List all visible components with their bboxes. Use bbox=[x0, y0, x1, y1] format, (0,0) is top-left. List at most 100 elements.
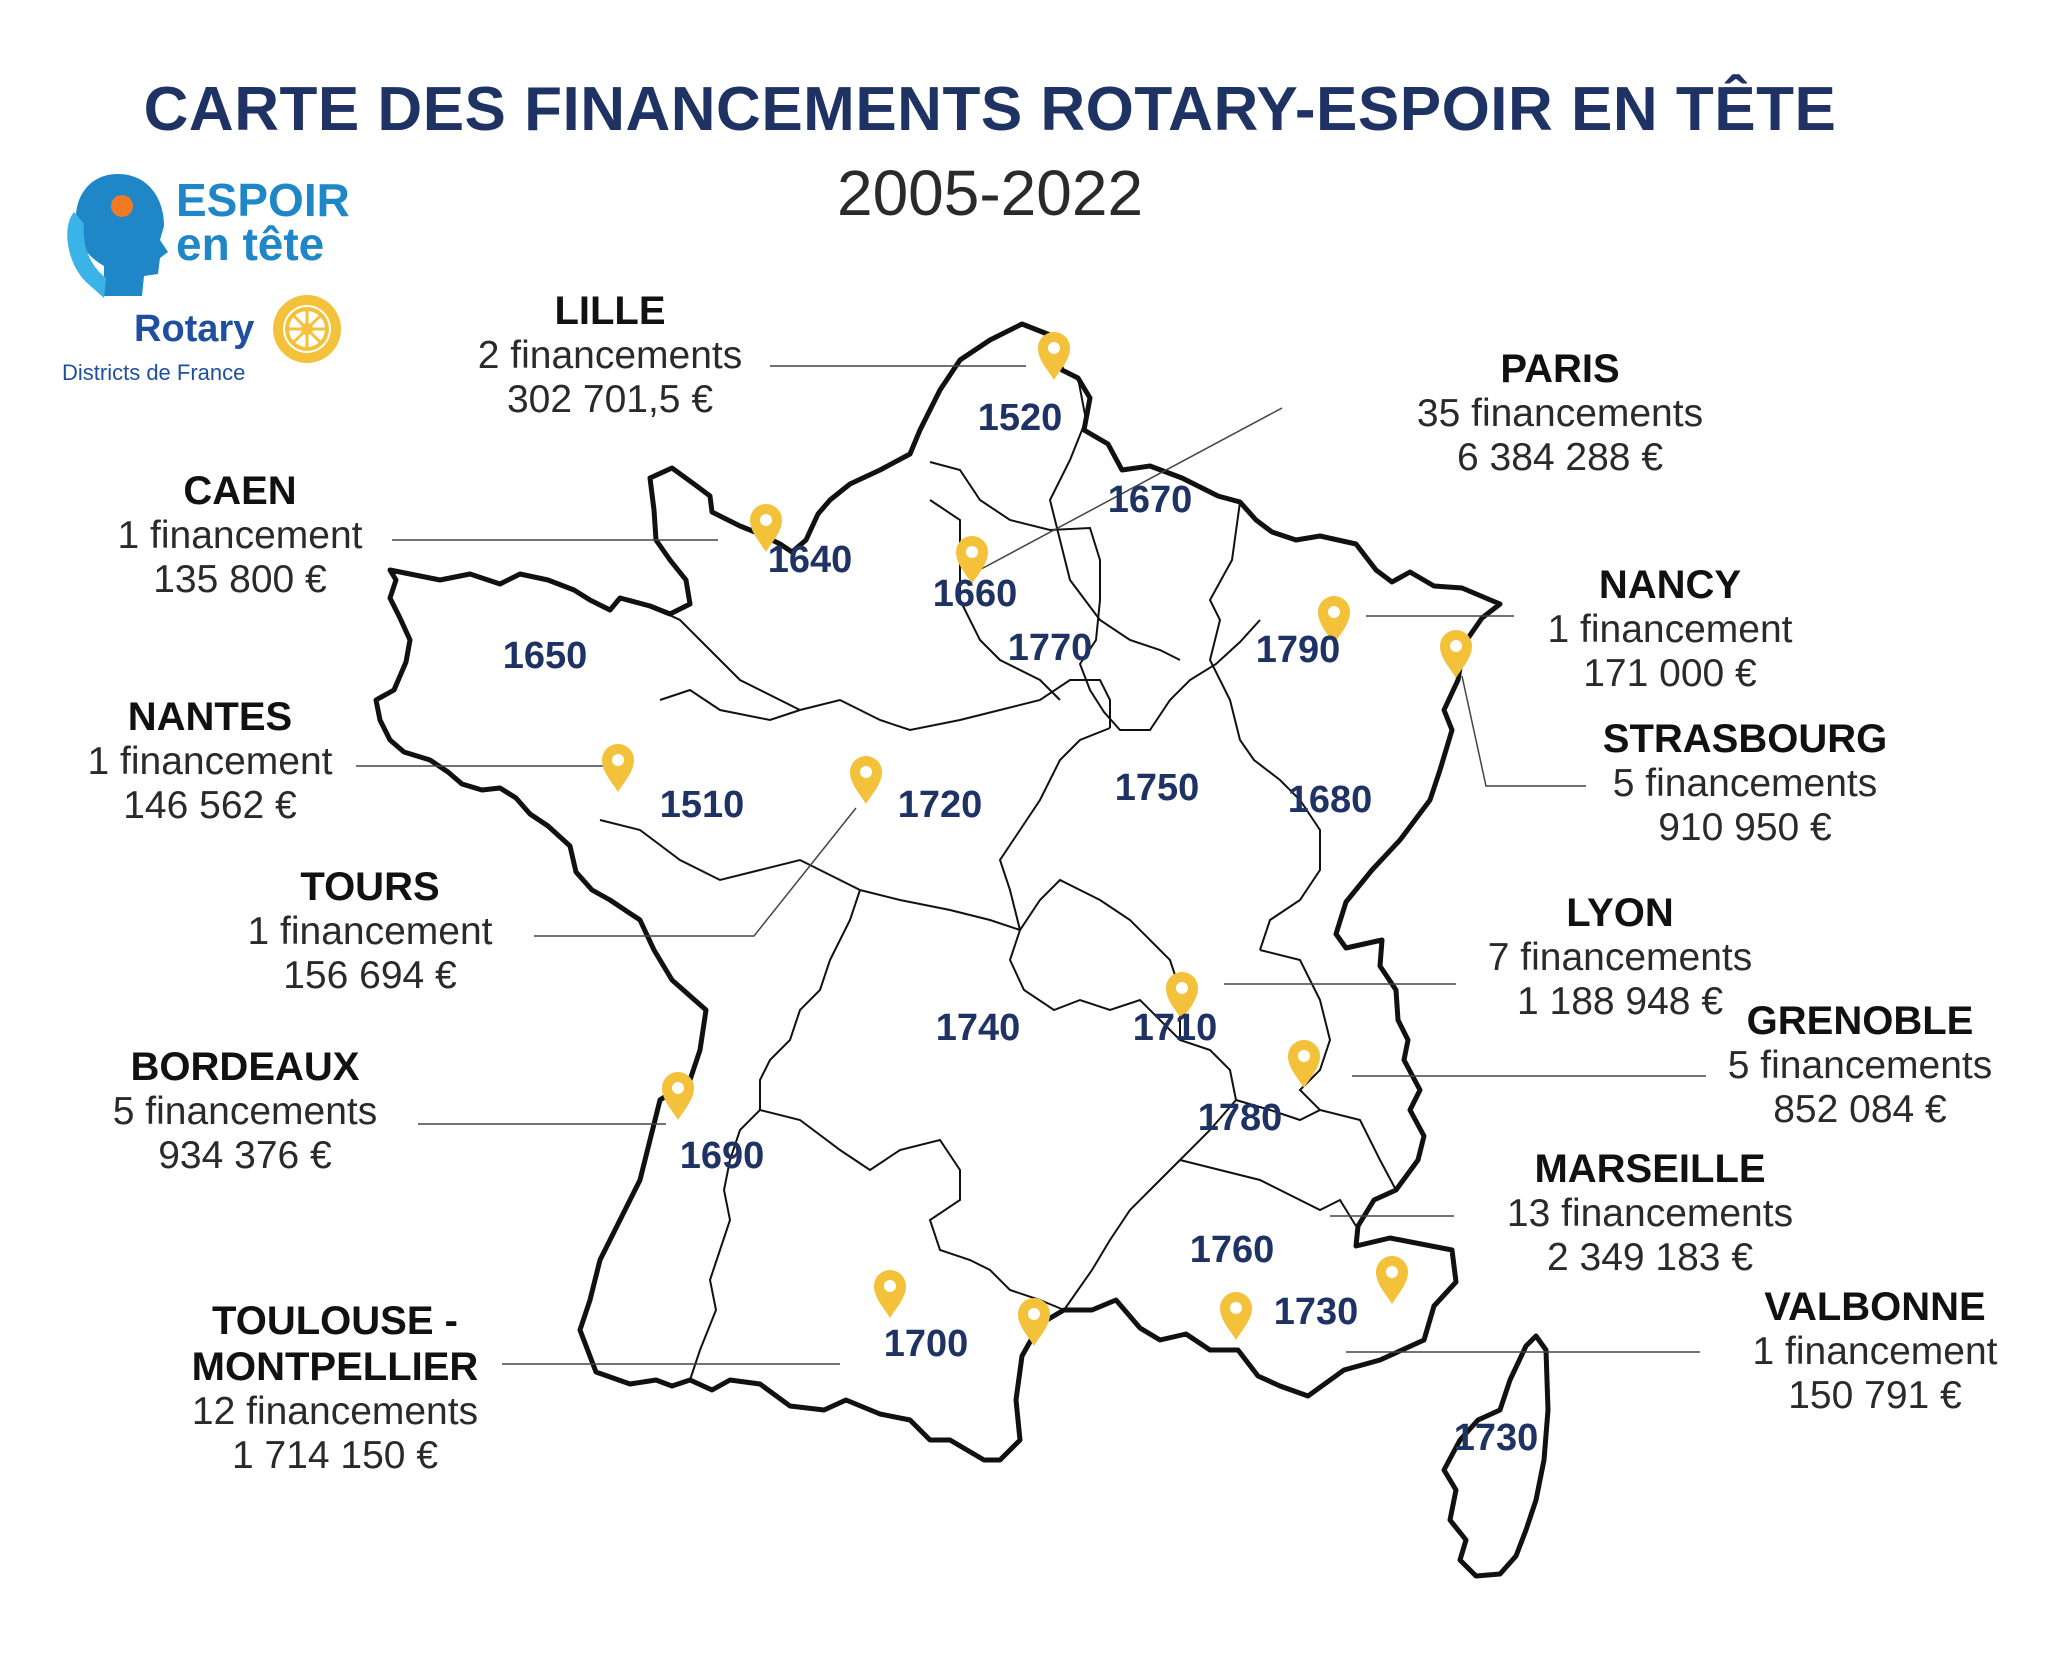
map-pin-icon[interactable] bbox=[602, 744, 634, 792]
map-pin-icon[interactable] bbox=[850, 756, 882, 804]
city-block-caen: CAEN 1 financement 135 800 € bbox=[80, 468, 400, 602]
city-financing-count: 5 financements bbox=[1612, 762, 1878, 805]
city-block-lyon: LYON 7 financements 1 188 948 € bbox=[1440, 890, 1800, 1024]
city-name: NANCY bbox=[1598, 563, 1742, 607]
city-financing-amount: 302 701,5 € bbox=[506, 378, 714, 421]
city-financing-count: 5 financements bbox=[112, 1090, 378, 1133]
district-label-1700: 1700 bbox=[884, 1323, 969, 1365]
city-financing-amount: 150 791 € bbox=[1788, 1374, 1962, 1417]
city-financing-count: 5 financements bbox=[1727, 1044, 1993, 1087]
district-label-1520: 1520 bbox=[978, 397, 1063, 439]
map-pin-icon[interactable] bbox=[1166, 972, 1198, 1020]
rotary-logo-text: Rotary bbox=[134, 308, 255, 350]
district-label-1660: 1660 bbox=[933, 573, 1018, 615]
city-financing-amount: 910 950 € bbox=[1658, 806, 1832, 849]
district-label-1770: 1770 bbox=[1008, 627, 1093, 669]
map-pin-icon[interactable] bbox=[662, 1072, 694, 1120]
district-borders bbox=[599, 377, 1397, 1381]
city-block-grenoble: GRENOBLE 5 financements 852 084 € bbox=[1700, 998, 2020, 1132]
city-financing-amount: 1 714 150 € bbox=[231, 1434, 439, 1477]
district-label-1730: 1730 bbox=[1454, 1417, 1539, 1459]
city-name: TOULOUSE - bbox=[212, 1299, 458, 1343]
city-financing-amount: 2 349 183 € bbox=[1546, 1236, 1754, 1279]
leader-lines bbox=[356, 365, 1706, 1365]
district-label-1720: 1720 bbox=[898, 784, 983, 826]
city-block-lille: LILLE 2 financements 302 701,5 € bbox=[430, 288, 790, 422]
city-financing-count: 1 financement bbox=[1752, 1330, 1998, 1373]
city-name: LILLE bbox=[554, 289, 666, 333]
district-label-1640: 1640 bbox=[768, 539, 853, 581]
city-financing-count: 2 financements bbox=[477, 334, 743, 377]
district-label-1670: 1670 bbox=[1108, 479, 1193, 521]
district-label-1780: 1780 bbox=[1198, 1097, 1283, 1139]
map-pin-icon[interactable] bbox=[1318, 596, 1350, 644]
district-label-1760: 1760 bbox=[1190, 1229, 1275, 1271]
city-block-nantes: NANTES 1 financement 146 562 € bbox=[50, 694, 370, 828]
city-name: MARSEILLE bbox=[1534, 1147, 1766, 1191]
city-block-nancy: NANCY 1 financement 171 000 € bbox=[1510, 562, 1830, 696]
location-pins bbox=[602, 332, 1472, 1346]
city-financing-count: 1 financement bbox=[1547, 608, 1793, 651]
city-name: STRASBOURG bbox=[1602, 717, 1888, 761]
city-financing-amount: 171 000 € bbox=[1583, 652, 1757, 695]
france-outline bbox=[373, 321, 1551, 1579]
map-pin-icon[interactable] bbox=[1038, 332, 1070, 380]
espoir-logo-text: ESPOIR en tête bbox=[176, 174, 350, 270]
district-label-1510: 1510 bbox=[660, 784, 745, 826]
head-hand-icon bbox=[67, 174, 168, 298]
espoir-rotary-logo: ESPOIR en tête Rotary Districts de Franc… bbox=[60, 160, 360, 390]
map-subtitle: 2005-2022 bbox=[836, 157, 1144, 229]
city-financing-amount: 135 800 € bbox=[153, 558, 327, 601]
city-block-toulouse-montpellier: TOULOUSE - MONTPELLIER 12 financements 1 71… bbox=[150, 1298, 520, 1478]
district-labels: 1520 1670 1640 1660 1650 1770 1790 1510 1720 1750… bbox=[503, 397, 1539, 1459]
city-name: LYON bbox=[1566, 891, 1674, 935]
city-financing-count: 7 financements bbox=[1487, 936, 1753, 979]
district-label-1680: 1680 bbox=[1288, 779, 1373, 821]
city-block-tours: TOURS 1 financement 156 694 € bbox=[210, 864, 530, 998]
city-block-paris: PARIS 35 financements 6 384 288 € bbox=[1360, 346, 1760, 480]
city-financing-amount: 6 384 288 € bbox=[1456, 436, 1664, 479]
map-pin-icon[interactable] bbox=[1288, 1040, 1320, 1088]
city-block-valbonne: VALBONNE 1 financement 150 791 € bbox=[1710, 1284, 2040, 1418]
map-pin-icon[interactable] bbox=[1376, 1256, 1408, 1304]
city-financing-count: 1 financement bbox=[247, 910, 493, 953]
district-label-1650: 1650 bbox=[503, 635, 588, 677]
city-financing-count: 35 financements bbox=[1416, 392, 1704, 435]
district-label-1790: 1790 bbox=[1256, 629, 1341, 671]
city-financing-amount: 146 562 € bbox=[123, 784, 297, 827]
city-name: CAEN bbox=[183, 469, 297, 513]
map-pin-icon[interactable] bbox=[1018, 1298, 1050, 1346]
city-block-marseille: MARSEILLE 13 financements 2 349 183 € bbox=[1460, 1146, 1840, 1280]
city-financing-count: 12 financements bbox=[191, 1390, 479, 1433]
city-financing-count: 1 financement bbox=[87, 740, 333, 783]
city-block-bordeaux: BORDEAUX 5 financements 934 376 € bbox=[80, 1044, 410, 1178]
city-name: VALBONNE bbox=[1764, 1285, 1986, 1329]
city-financing-amount: 934 376 € bbox=[158, 1134, 332, 1177]
city-name: BORDEAUX bbox=[130, 1045, 360, 1089]
city-name: MONTPELLIER bbox=[191, 1345, 479, 1389]
city-name: NANTES bbox=[127, 695, 293, 739]
city-financing-amount: 852 084 € bbox=[1773, 1088, 1947, 1131]
city-financing-amount: 156 694 € bbox=[283, 954, 457, 997]
rotary-sub-text: Districts de France bbox=[62, 360, 246, 385]
district-label-1710: 1710 bbox=[1133, 1007, 1218, 1049]
city-block-strasbourg: STRASBOURG 5 financements 910 950 € bbox=[1570, 716, 1920, 850]
city-financing-count: 1 financement bbox=[117, 514, 363, 557]
map-pin-icon[interactable] bbox=[874, 1270, 906, 1318]
map-pin-icon[interactable] bbox=[1220, 1292, 1252, 1340]
district-label-1750: 1750 bbox=[1115, 767, 1200, 809]
district-label-1730: 1730 bbox=[1274, 1291, 1359, 1333]
rotary-wheel-icon bbox=[273, 295, 341, 363]
district-label-1690: 1690 bbox=[680, 1135, 765, 1177]
district-label-1740: 1740 bbox=[936, 1007, 1021, 1049]
map-pin-icon[interactable] bbox=[750, 504, 782, 552]
city-financing-count: 13 financements bbox=[1506, 1192, 1794, 1235]
city-name: PARIS bbox=[1500, 347, 1620, 391]
map-title: CARTE DES FINANCEMENTS ROTARY-ESPOIR EN … bbox=[143, 75, 1837, 144]
map-pin-icon[interactable] bbox=[1440, 630, 1472, 678]
city-name: TOURS bbox=[300, 865, 440, 909]
city-financing-amount: 1 188 948 € bbox=[1516, 980, 1724, 1023]
city-name: GRENOBLE bbox=[1746, 999, 1974, 1043]
map-pin-icon[interactable] bbox=[956, 536, 988, 584]
